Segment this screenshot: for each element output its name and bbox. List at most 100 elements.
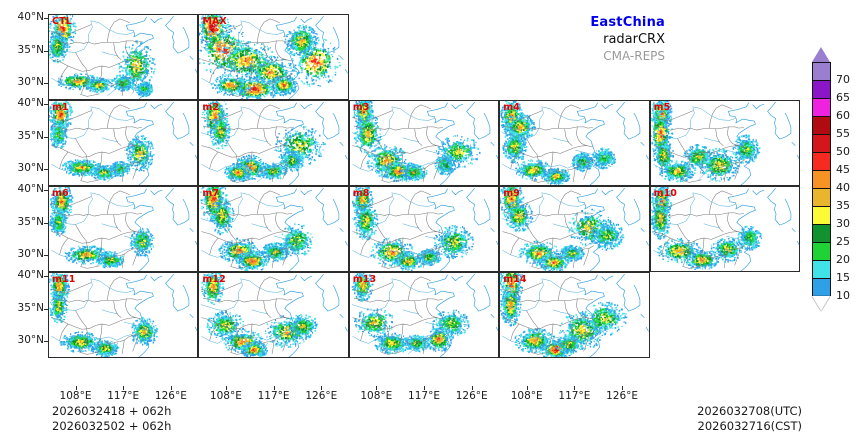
y-tick-mark <box>44 276 48 278</box>
y-tick-label: 35°N <box>18 216 44 228</box>
panel-label-ctl: CTL <box>52 16 72 27</box>
x-axis-labels: 108°E 117°E 126°E 108°E 117°E 126°E 108°E 117°E… <box>48 388 800 404</box>
panel-label-m5: m5 <box>654 102 671 113</box>
x-tick-label: 126°E <box>456 390 488 402</box>
map-panel-m12[interactable]: m12 <box>198 272 349 358</box>
x-tick-mark <box>225 386 227 390</box>
x-tick-mark <box>75 386 77 390</box>
colorbar-tick-label: 35 <box>836 199 850 212</box>
y-tick-mark <box>44 104 48 106</box>
y-tick-mark <box>44 168 48 170</box>
colorbar-segment <box>812 278 831 296</box>
footer-right-line1: 2026032708(UTC) <box>697 404 802 419</box>
colorbar-tick-label: 70 <box>836 73 850 86</box>
map-panel-max[interactable]: MAX <box>198 14 349 100</box>
map-panel-m10[interactable]: m10 <box>649 186 800 272</box>
map-geography-layer <box>351 273 499 357</box>
colorbar-extend-min-arrow-icon <box>812 296 830 311</box>
y-axis-labels: 30°N 35°N 40°N 30°N 35°N 40°N 30°N 35°N 40°N 30°N… <box>0 0 48 400</box>
colorbar-tick-label: 20 <box>836 253 850 266</box>
map-panel-m6[interactable]: m6 <box>48 186 199 272</box>
colorbar-segment <box>812 80 831 98</box>
colorbar-segment <box>812 188 831 206</box>
colorbar-segment <box>812 116 831 134</box>
colorbar-segment <box>812 62 831 80</box>
footer-left-line1: 2026032418 + 062h <box>52 404 171 419</box>
map-panel-m13[interactable]: m13 <box>348 272 500 358</box>
radar-echo-layer <box>49 273 159 357</box>
x-tick-mark <box>574 386 576 390</box>
radar-echo-layer <box>351 187 474 271</box>
y-tick-mark <box>44 254 48 256</box>
colorbar-tick-label: 50 <box>836 145 850 158</box>
x-tick-mark <box>321 386 323 390</box>
colorbar-tick-label: 40 <box>836 181 850 194</box>
map-panel-m7[interactable]: m7 <box>198 186 349 272</box>
radar-echo-layer <box>49 15 156 98</box>
y-tick-label: 30°N <box>18 162 44 174</box>
panel-label-m9: m9 <box>503 188 520 199</box>
colorbar-tick-label: 30 <box>836 217 850 230</box>
x-tick-mark <box>273 386 275 390</box>
map-panel-m2[interactable]: m2 <box>198 100 349 186</box>
colorbar <box>812 47 831 311</box>
panel-label-m4: m4 <box>503 102 520 113</box>
colorbar-extend-max-arrow-icon <box>812 47 830 62</box>
y-tick-label: 40°N <box>18 183 44 195</box>
map-geography-layer <box>50 187 198 271</box>
colorbar-tick-label: 55 <box>836 127 850 140</box>
y-tick-label: 35°N <box>18 302 44 314</box>
panel-label-m3: m3 <box>353 102 370 113</box>
x-tick-label: 117°E <box>258 390 290 402</box>
map-geography-layer <box>50 15 198 99</box>
map-panel-m5[interactable]: m5 <box>649 100 800 186</box>
colorbar-segment <box>812 134 831 152</box>
y-tick-mark <box>44 82 48 84</box>
map-panel-ctl[interactable]: CTL <box>48 14 199 100</box>
radar-echo-layer <box>200 187 314 271</box>
map-geography-layer <box>351 101 499 185</box>
colorbar-tick-label: 25 <box>836 235 850 248</box>
x-tick-label: 117°E <box>558 390 590 402</box>
colorbar-segment <box>812 152 831 170</box>
panel-grid: CTL MAX m1 m2 m3 m4 m5 m6 m7 m8 m9 m10 m11 m12 m13 m14 <box>48 14 800 386</box>
map-panel-m9[interactable]: m9 <box>499 186 650 272</box>
y-tick-label: 30°N <box>18 248 44 260</box>
panel-label-m8: m8 <box>353 188 370 199</box>
map-geography-layer <box>502 273 649 357</box>
map-panel-m11[interactable]: m11 <box>48 272 199 358</box>
radar-echo-layer <box>650 101 761 183</box>
map-geography-layer <box>652 187 799 271</box>
map-panel-m3[interactable]: m3 <box>348 100 500 186</box>
x-tick-label: 108°E <box>360 390 392 402</box>
map-geography-layer <box>201 101 348 185</box>
panel-label-max: MAX <box>202 16 226 27</box>
y-tick-mark <box>44 136 48 138</box>
colorbar-segment <box>812 260 831 278</box>
map-panel-m4[interactable]: m4 <box>499 100 650 186</box>
map-geography-layer <box>201 15 348 99</box>
panel-label-m14: m14 <box>503 274 526 285</box>
panel-label-m1: m1 <box>52 102 69 113</box>
x-tick-label: 126°E <box>155 390 187 402</box>
map-geography-layer <box>652 101 799 185</box>
x-tick-label: 108°E <box>511 390 543 402</box>
colorbar-segment <box>812 224 831 242</box>
map-geography-layer <box>50 101 198 185</box>
colorbar-tick-label: 65 <box>836 91 850 104</box>
colorbar-tick-label: 15 <box>836 271 850 284</box>
x-tick-label: 117°E <box>107 390 139 402</box>
x-tick-label: 108°E <box>210 390 242 402</box>
map-geography-layer <box>201 273 348 357</box>
footer-left: 2026032418 + 062h 2026032502 + 062h <box>52 404 171 434</box>
x-tick-mark <box>376 386 378 390</box>
map-panel-m14[interactable]: m14 <box>499 272 650 358</box>
radar-echo-layer <box>500 273 628 357</box>
x-tick-label: 126°E <box>606 390 638 402</box>
footer-right-line2: 2026032716(CST) <box>697 419 803 434</box>
map-panel-m8[interactable]: m8 <box>348 186 500 272</box>
radar-echo-layer <box>49 101 155 181</box>
map-panel-m1[interactable]: m1 <box>48 100 199 186</box>
y-tick-mark <box>44 50 48 52</box>
panel-label-m10: m10 <box>654 188 677 199</box>
